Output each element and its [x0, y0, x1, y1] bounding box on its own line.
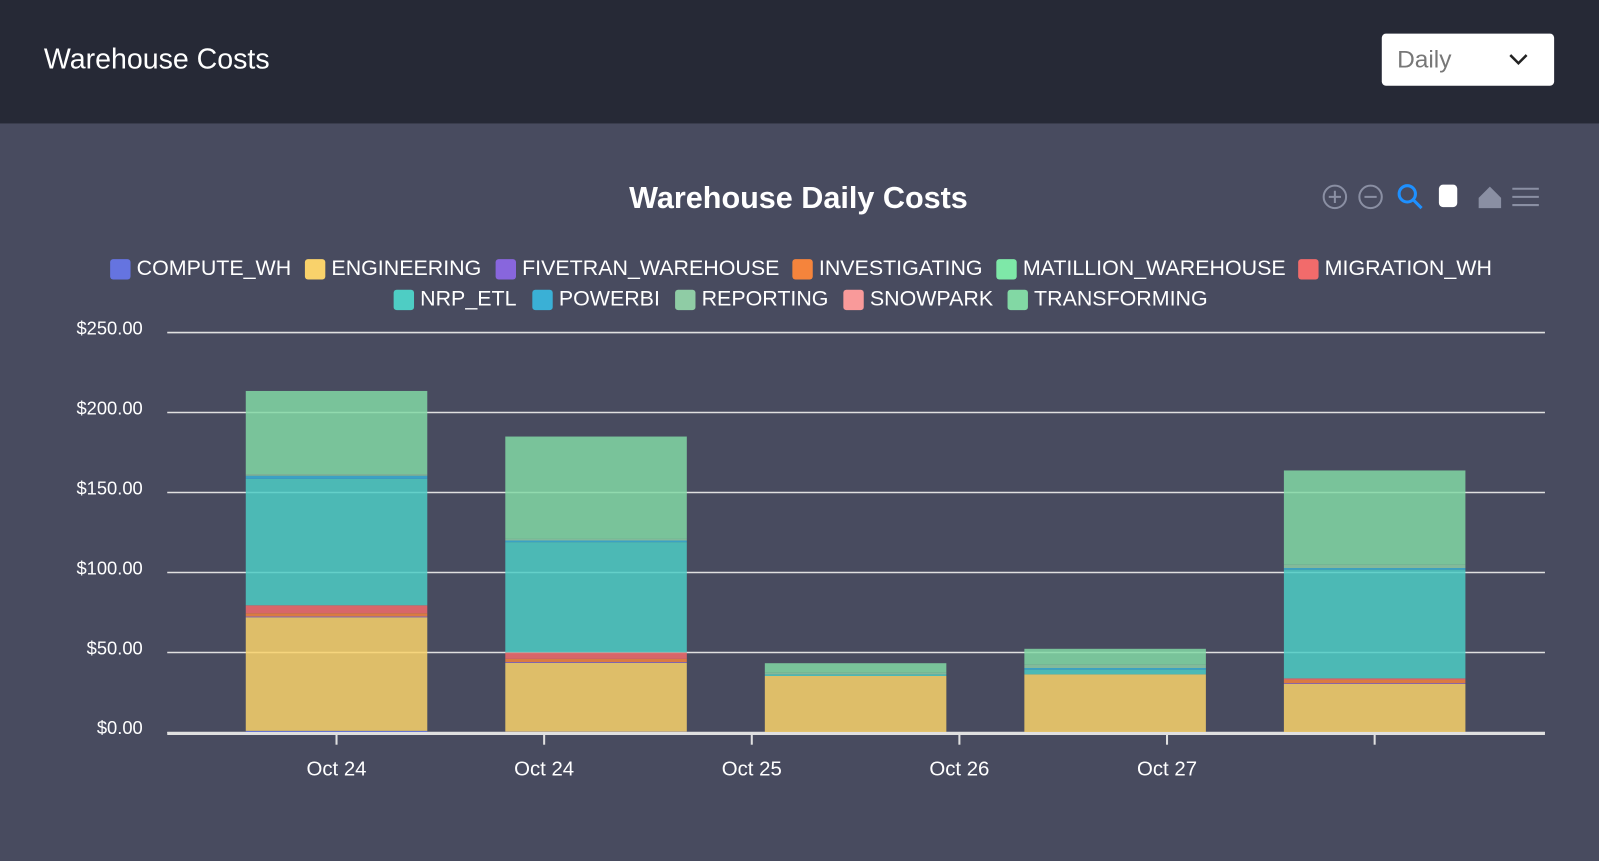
bar-segment: [505, 662, 687, 732]
legend-swatch: [532, 289, 553, 311]
bar-segment: [1024, 674, 1206, 732]
legend-swatch: [393, 289, 415, 311]
bar-segment: [505, 542, 687, 653]
bar-segment: [245, 730, 428, 733]
bar-segment: [1283, 678, 1466, 680]
zoom-select-handle[interactable]: [1412, 198, 1423, 210]
zoom-select[interactable]: [1397, 184, 1417, 204]
bar-segment: [1283, 470, 1466, 565]
toolbar: [1322, 184, 1539, 210]
bar-segment: [1024, 669, 1206, 675]
legend-swatch: [304, 259, 326, 280]
dropdown-value[interactable]: Daily: [1397, 47, 1452, 74]
y-tick-label: $50.00: [87, 637, 143, 658]
legend-label: COMPUTE_WH: [137, 256, 292, 280]
bar-segment: [1024, 667, 1206, 670]
bar-segment: [764, 663, 947, 673]
legend-label: REPORTING: [702, 287, 829, 311]
zoom-in[interactable]: [1322, 184, 1348, 210]
bar-segment: [505, 662, 687, 663]
dropdown-box[interactable]: [1381, 33, 1555, 86]
bar-segment: [245, 617, 428, 731]
bar-segment: [505, 540, 687, 543]
legend-swatch: [1298, 259, 1319, 280]
reset[interactable]: [1478, 186, 1502, 209]
legend-label: MATILLION_WAREHOUSE: [1023, 256, 1286, 280]
legend-label: INVESTIGATING: [819, 256, 983, 280]
bar-segment: [245, 616, 428, 618]
legend-label: POWERBI: [559, 287, 660, 311]
bar-segment: [764, 674, 947, 676]
zoom-out[interactable]: [1358, 184, 1383, 210]
y-tick-label: $150.00: [76, 477, 142, 498]
legend-swatch: [675, 289, 696, 311]
legend-label: TRANSFORMING: [1034, 287, 1208, 311]
bar-segment: [1283, 564, 1466, 569]
bar-segment: [1024, 648, 1206, 665]
legend-label: NRP_ETL: [420, 287, 516, 311]
bar-segment: [1283, 568, 1466, 570]
chart-title: Warehouse Daily Costs: [629, 181, 968, 215]
x-tick-label: Oct 24: [514, 759, 574, 781]
menu[interactable]: [1512, 187, 1539, 207]
bar-segment: [245, 390, 428, 475]
dropdown-chevron[interactable]: [1509, 54, 1528, 66]
dropdown[interactable]: Daily: [1381, 33, 1555, 86]
legend-swatch: [996, 259, 1017, 280]
legend-label: SNOWPARK: [870, 287, 994, 311]
bar-segment: [1283, 679, 1466, 684]
bar-segment: [505, 436, 687, 539]
legend-swatch: [110, 259, 131, 280]
bar-segment: [245, 475, 428, 479]
legend-swatch: [1007, 289, 1028, 311]
header-title: Warehouse Costs: [44, 44, 270, 76]
legend-label: ENGINEERING: [331, 256, 481, 280]
x-tick-label: Oct 27: [1137, 759, 1197, 781]
bar-segment: [1283, 683, 1466, 732]
bar-segment: [1283, 569, 1466, 679]
y-tick-label: $250.00: [76, 317, 142, 338]
bar-segment: [505, 538, 687, 541]
legend-label: FIVETRAN_WAREHOUSE: [522, 256, 779, 280]
bar-segment: [1024, 664, 1206, 668]
x-tick-label: Oct 24: [307, 759, 367, 781]
bar-segment: [245, 474, 428, 476]
legend-swatch: [792, 259, 813, 280]
legend-label: MIGRATION_WH: [1325, 256, 1492, 280]
bar-segment: [245, 613, 428, 617]
bar-segment: [505, 652, 687, 659]
legend-swatch: [495, 259, 517, 280]
header-bar: [0, 0, 1599, 124]
zoom-in-icon[interactable]: [1328, 190, 1341, 204]
bar-segment: [245, 605, 428, 614]
bar-segment: [764, 675, 947, 732]
y-tick-label: $0.00: [97, 717, 143, 738]
legend-swatch: [843, 289, 864, 311]
bar-segment: [764, 672, 947, 675]
pan[interactable]: [1438, 184, 1458, 208]
y-tick-label: $200.00: [76, 397, 142, 418]
bar-segment: [1283, 683, 1466, 684]
x-tick-label: Oct 26: [929, 759, 989, 781]
y-tick-label: $100.00: [76, 557, 142, 578]
bar-segment: [505, 658, 687, 663]
bar-segment: [245, 478, 428, 606]
x-tick-label: Oct 25: [722, 759, 782, 781]
